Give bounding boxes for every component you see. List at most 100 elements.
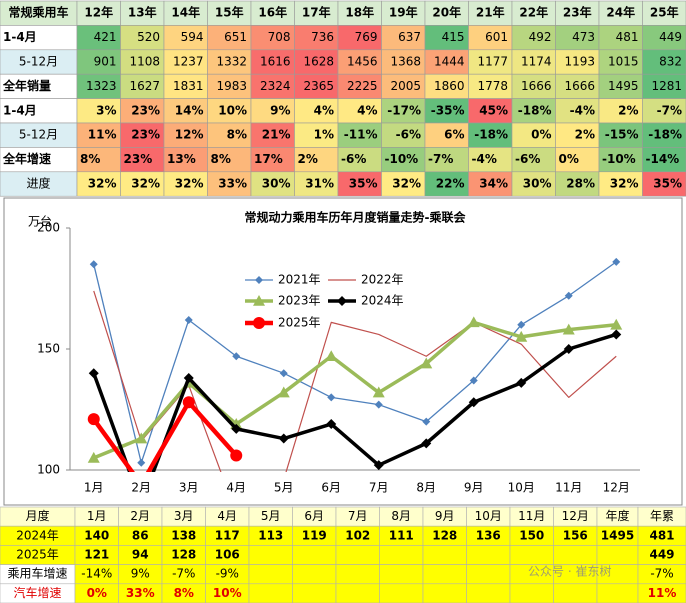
heat-cell	[598, 122, 643, 148]
marker	[89, 260, 98, 269]
cell-value: -11%	[344, 128, 378, 142]
marker	[468, 397, 479, 408]
header-text: 19年	[389, 5, 418, 20]
cell	[379, 564, 424, 585]
cell-value: 1616	[260, 55, 291, 69]
marker	[564, 291, 573, 300]
header-cell	[642, 0, 686, 26]
cell-value: 106	[215, 548, 240, 562]
marker	[278, 433, 289, 444]
marker	[231, 423, 242, 434]
cell-value: -14%	[646, 152, 680, 166]
header-cell	[511, 0, 556, 26]
header-text: 18年	[345, 5, 374, 20]
cell-value: 113	[258, 528, 283, 542]
cell-value: -6%	[515, 152, 540, 166]
cell-value: -7%	[428, 152, 453, 166]
heat-cell	[424, 73, 469, 99]
cell-value: 1666	[521, 79, 552, 93]
cell-value: 1177	[477, 55, 508, 69]
marker	[467, 316, 480, 328]
marker	[277, 386, 290, 398]
heat-cell	[163, 122, 208, 148]
cell-value: 136	[476, 528, 501, 542]
cell-value: 33%	[218, 177, 247, 191]
marker	[230, 449, 243, 462]
row-label-cell	[0, 73, 78, 99]
cell	[335, 564, 380, 585]
cell	[292, 545, 337, 565]
series-line	[92, 332, 617, 472]
y-axis-label: 万台	[28, 214, 52, 229]
cell-value: 736	[311, 30, 334, 44]
cell-value: 28%	[566, 177, 595, 191]
heat-cell	[511, 147, 556, 173]
marker	[516, 377, 527, 388]
heat-cell	[337, 73, 382, 99]
cell-value: 11%	[88, 128, 117, 142]
cell-value: 637	[398, 30, 421, 44]
cell-value: 1983	[216, 79, 247, 93]
cell-value: 138	[171, 528, 196, 542]
cell-value: 23%	[131, 103, 160, 117]
cell-value: 481	[649, 528, 674, 542]
cell-value: 8%	[174, 586, 194, 600]
cell-value: -7%	[650, 567, 673, 581]
heat-cell	[381, 25, 426, 51]
heat-cell	[250, 122, 295, 148]
cell-value: 10%	[213, 586, 242, 600]
header-cell	[250, 0, 295, 26]
watermark: 公众号 · 崔东树	[528, 564, 611, 579]
marker	[137, 458, 146, 467]
row-label: 1-4月	[3, 103, 37, 117]
heat-cell	[511, 49, 556, 75]
cell-value: 32%	[88, 177, 117, 191]
cell-value: -6%	[341, 152, 366, 166]
marker	[372, 386, 385, 398]
cell-value: 2365	[303, 79, 334, 93]
cell	[292, 564, 337, 585]
cell-value: 481	[616, 30, 639, 44]
heat-cell	[468, 49, 513, 75]
cell-value: 0%	[531, 128, 551, 142]
header-text: 12月	[562, 509, 589, 523]
cell-value: 651	[224, 30, 247, 44]
x-tick-label: 7月	[369, 481, 389, 495]
cell-value: -35%	[431, 103, 465, 117]
row-label: 全年增速	[2, 151, 51, 166]
header-text: 7月	[348, 509, 368, 523]
cell-value: 901	[94, 55, 117, 69]
legend-label: 2025年	[278, 316, 321, 330]
series-line	[93, 261, 617, 464]
heat-cell	[511, 122, 556, 148]
cell-value: 1831	[173, 79, 204, 93]
cell-value: 2%	[618, 103, 638, 117]
cell-value: 30%	[262, 177, 291, 191]
cell-value: 2324	[260, 79, 291, 93]
cell-value: 111	[389, 528, 414, 542]
cell	[292, 583, 337, 603]
header-text: 10月	[475, 509, 502, 523]
chart-frame	[3, 197, 683, 506]
series-line	[93, 320, 617, 460]
heat-cell	[381, 122, 426, 148]
cell	[553, 545, 598, 565]
marker	[337, 296, 347, 306]
cell	[596, 545, 639, 565]
header-text: 8月	[391, 509, 411, 523]
header-cell	[598, 0, 643, 26]
cell	[248, 583, 293, 603]
cell-value: 594	[181, 30, 204, 44]
cell-value: 117	[215, 528, 240, 542]
x-tick-label: 9月	[464, 481, 484, 495]
header-text: 4月	[217, 509, 237, 523]
heat-cell	[76, 147, 121, 173]
marker	[515, 330, 528, 342]
cell-value: -6%	[396, 128, 421, 142]
row-label-cell	[0, 49, 78, 75]
y-tick-label: 150	[37, 342, 60, 356]
cell-value: 8%	[80, 152, 100, 166]
heat-cell	[381, 49, 426, 75]
marker	[420, 357, 433, 369]
cell-value: 0%	[559, 152, 579, 166]
